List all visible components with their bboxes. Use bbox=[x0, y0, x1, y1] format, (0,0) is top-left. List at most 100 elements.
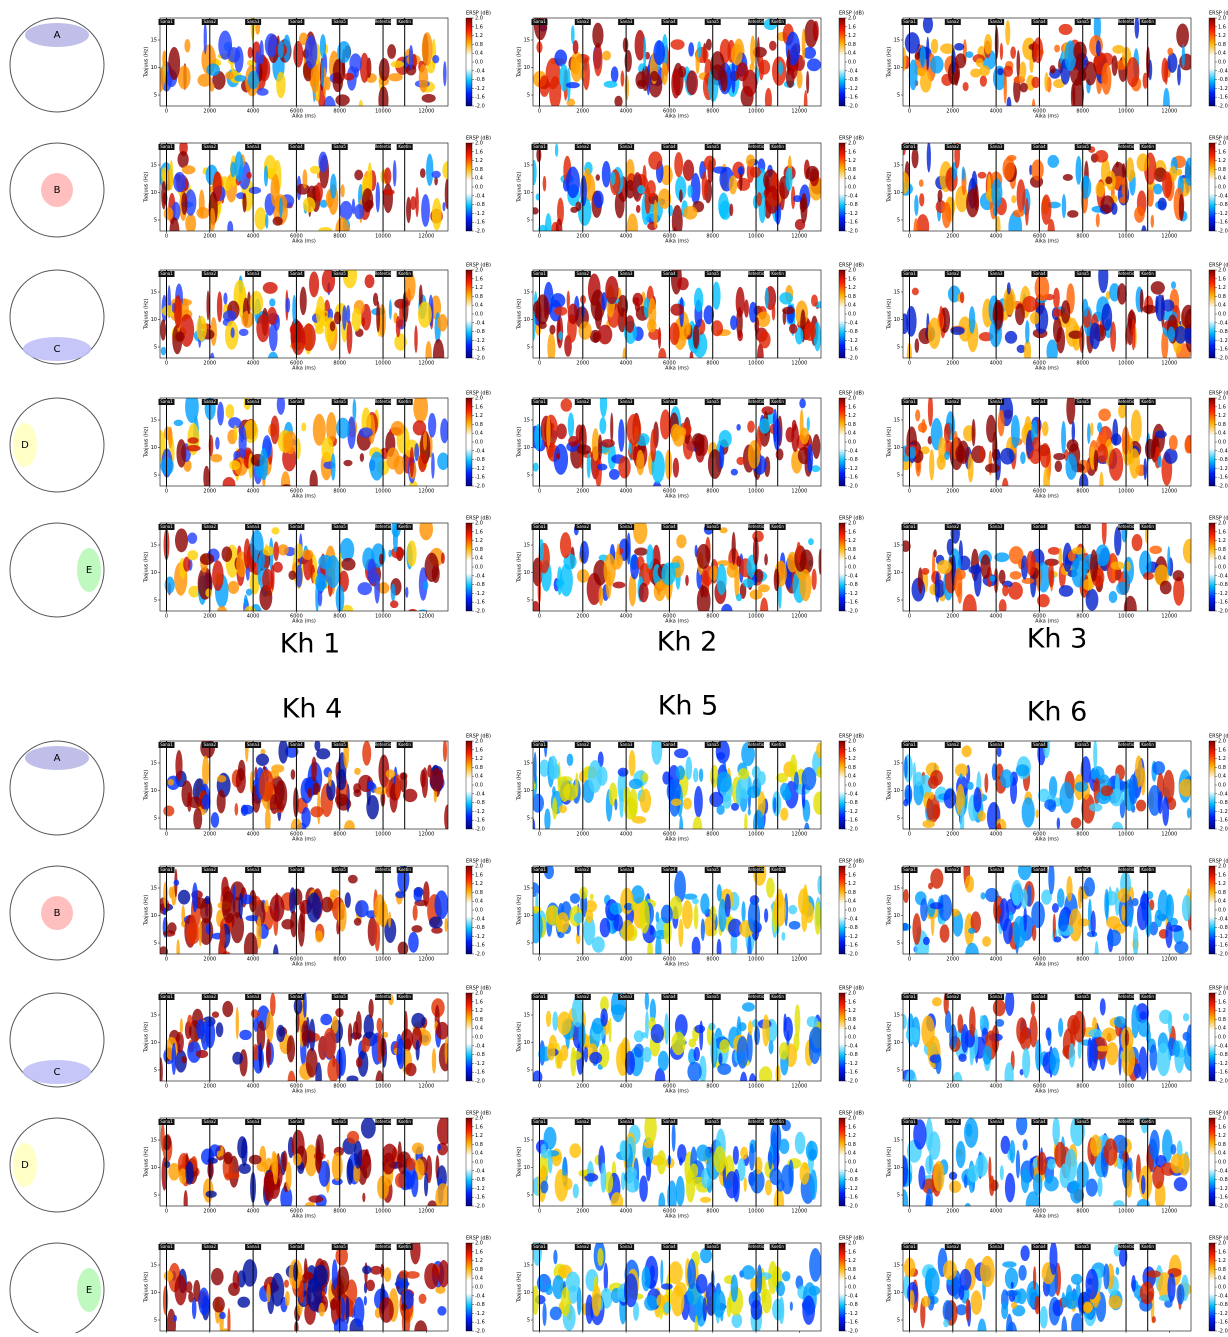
y-tick-label: 5 bbox=[897, 1318, 900, 1324]
event-label: Koetin bbox=[398, 144, 411, 149]
colorbar-tick-label: -1.6 bbox=[475, 220, 485, 226]
colorbar-tick-label: 1.6 bbox=[848, 747, 856, 753]
colorbar bbox=[466, 523, 472, 611]
x-tick-label: 2000 bbox=[576, 489, 589, 495]
colorbar-tick-label: -1.6 bbox=[848, 818, 858, 824]
y-tick-label: 15 bbox=[894, 290, 900, 296]
x-axis-label: Aika (ms) bbox=[292, 1214, 316, 1220]
event-label: Sana2 bbox=[577, 867, 590, 872]
y-axis-label: Taajuus (Hz) bbox=[887, 299, 893, 331]
x-tick-label: 8000 bbox=[1076, 1084, 1089, 1090]
colorbar-tick-label: -0.4 bbox=[848, 68, 858, 74]
event-label: Sana4 bbox=[1033, 399, 1046, 404]
event-label: Sana5 bbox=[333, 399, 346, 404]
colorbar-tick-label: 1.6 bbox=[1218, 24, 1226, 30]
y-tick-label: 10 bbox=[151, 1040, 157, 1046]
ersp-texture bbox=[528, 861, 823, 966]
y-tick-label: 5 bbox=[527, 941, 530, 947]
spectrogram: Sana1Sana2Sana3Sana4Sana5RetentioKoetin0… bbox=[517, 1111, 864, 1220]
spectrogram: Sana1Sana2Sana3Sana4Sana5RetentioKoetin0… bbox=[144, 986, 491, 1098]
event-label: Retentio bbox=[375, 742, 392, 747]
y-tick-label: 10 bbox=[524, 1290, 530, 1296]
colorbar-tick-label: -1.6 bbox=[1218, 475, 1228, 481]
event-label: Sana2 bbox=[947, 271, 960, 276]
colorbar-tick-label: 0.8 bbox=[848, 167, 856, 173]
colorbar bbox=[1209, 523, 1215, 611]
x-tick-label: 0 bbox=[165, 832, 168, 838]
spectrogram: Sana1Sana2Sana3Sana4Sana5RetentioKoetin0… bbox=[517, 389, 864, 500]
colorbar-tick-label: -0.4 bbox=[848, 1168, 858, 1174]
event-label: Retentio bbox=[1118, 1119, 1135, 1124]
event-label: Koetin bbox=[398, 271, 411, 276]
x-tick-label: 10000 bbox=[375, 109, 391, 115]
colorbar-tick-label: -2.0 bbox=[1218, 952, 1228, 958]
y-axis-label: Taajuus (Hz) bbox=[144, 895, 150, 927]
event-label: Sana3 bbox=[247, 1244, 260, 1249]
x-axis-label: Aika (ms) bbox=[292, 239, 316, 245]
event-label: Sana5 bbox=[1076, 399, 1089, 404]
colorbar-tick-label: 0.4 bbox=[848, 1026, 856, 1032]
y-tick-label: 5 bbox=[154, 345, 157, 351]
x-tick-label: 0 bbox=[908, 234, 911, 240]
event-label: Sana5 bbox=[1076, 19, 1089, 24]
x-tick-label: 8000 bbox=[1076, 957, 1089, 963]
x-tick-label: 2000 bbox=[946, 957, 959, 963]
colorbar-tick-label: 2.0 bbox=[475, 739, 483, 745]
x-tick-label: 2000 bbox=[203, 361, 216, 367]
panel-title: Kh 5 bbox=[658, 691, 719, 722]
x-tick-label: 12000 bbox=[418, 957, 434, 963]
x-tick-label: 12000 bbox=[418, 361, 434, 367]
event-label: Sana4 bbox=[290, 1119, 303, 1124]
y-tick-label: 5 bbox=[154, 1318, 157, 1324]
event-label: Sana2 bbox=[947, 994, 960, 999]
y-tick-label: 5 bbox=[154, 598, 157, 604]
x-tick-label: 4000 bbox=[620, 489, 633, 495]
colorbar-tick-label: 0.8 bbox=[475, 1142, 483, 1148]
event-label: Sana1 bbox=[903, 1119, 916, 1124]
event-label: Retentio bbox=[1118, 867, 1135, 872]
y-tick-label: 5 bbox=[527, 1318, 530, 1324]
y-axis-label: Taajuus (Hz) bbox=[887, 47, 893, 79]
event-label: Sana1 bbox=[160, 524, 173, 529]
y-tick-label: 5 bbox=[897, 941, 900, 947]
head-map: E bbox=[10, 1243, 104, 1333]
event-label: Koetin bbox=[398, 399, 411, 404]
x-tick-label: 12000 bbox=[1161, 957, 1177, 963]
colorbar-tick-label: -2.0 bbox=[1218, 356, 1228, 362]
region-label: A bbox=[54, 753, 61, 764]
x-tick-label: 12000 bbox=[1161, 109, 1177, 115]
event-label: Koetin bbox=[398, 867, 411, 872]
x-tick-label: 2000 bbox=[576, 109, 589, 115]
y-tick-label: 10 bbox=[894, 1040, 900, 1046]
event-label: Sana1 bbox=[533, 742, 546, 747]
colorbar-tick-label: -1.6 bbox=[475, 818, 485, 824]
event-label: Retentio bbox=[748, 742, 765, 747]
colorbar-tick-label: 1.2 bbox=[848, 538, 856, 544]
y-tick-label: 10 bbox=[524, 190, 530, 196]
event-label: Sana2 bbox=[204, 19, 217, 24]
spectrogram: Sana1Sana2Sana3Sana4Sana5RetentioKoetin0… bbox=[887, 734, 1228, 844]
colorbar-tick-label: -1.6 bbox=[1218, 1070, 1228, 1076]
event-label: Sana1 bbox=[160, 399, 173, 404]
colorbar-tick-label: 0.0 bbox=[475, 783, 483, 789]
event-label: Koetin bbox=[1141, 1119, 1154, 1124]
y-tick-label: 10 bbox=[151, 445, 157, 451]
x-tick-label: 4000 bbox=[620, 234, 633, 240]
colorbar-tick-label: 1.6 bbox=[848, 149, 856, 155]
colorbar-tick-label: 0.0 bbox=[1218, 185, 1226, 191]
colorbar-tick-label: -0.4 bbox=[1218, 1168, 1228, 1174]
colorbar-tick-label: -0.4 bbox=[475, 1293, 485, 1299]
colorbar-tick-label: 0.4 bbox=[1218, 556, 1226, 562]
x-tick-label: 10000 bbox=[375, 361, 391, 367]
event-label: Sana5 bbox=[333, 524, 346, 529]
spectrogram: Sana1Sana2Sana3Sana4Sana5RetentioKoetin0… bbox=[517, 1235, 864, 1333]
colorbar-tick-label: 0.0 bbox=[1218, 908, 1226, 914]
event-label: Sana1 bbox=[533, 524, 546, 529]
x-axis-label: Aika (ms) bbox=[292, 619, 316, 625]
event-label: Sana4 bbox=[663, 271, 676, 276]
colorbar-tick-label: -1.6 bbox=[1218, 347, 1228, 353]
x-tick-label: 2000 bbox=[946, 234, 959, 240]
event-label: Sana3 bbox=[990, 1119, 1003, 1124]
y-tick-label: 5 bbox=[154, 816, 157, 822]
ersp-texture bbox=[901, 989, 1198, 1095]
